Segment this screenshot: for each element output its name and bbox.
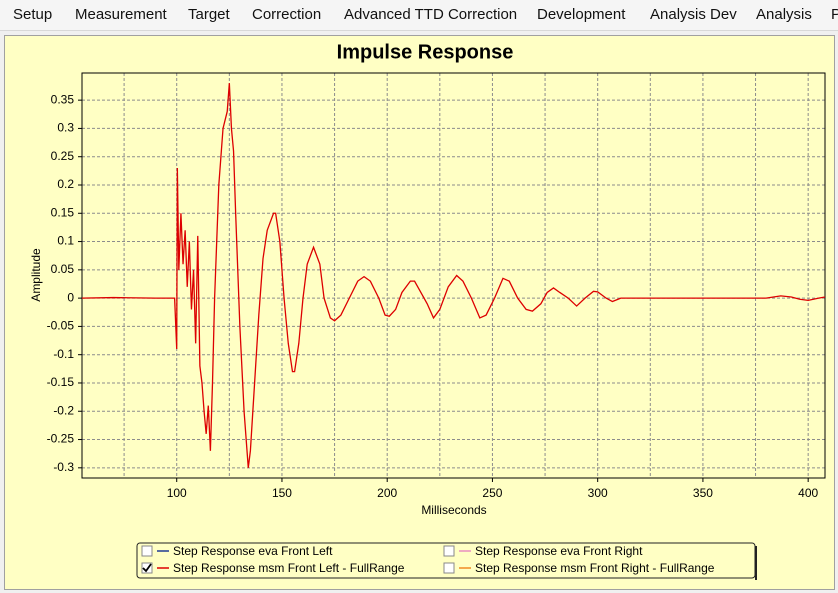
y-tick-label: -0.1 xyxy=(53,347,74,361)
plot-layer: 100 150 200 250 300 350 400 -0.3 -0.25 -0.2 -0.15 -… xyxy=(47,72,826,500)
x-tick-label: 400 xyxy=(798,486,818,500)
tab[interactable]: Correction xyxy=(252,6,322,23)
tab[interactable]: Development xyxy=(537,6,626,23)
x-tick-label: 350 xyxy=(693,486,713,500)
legend-checkbox[interactable] xyxy=(141,562,153,574)
x-tick-label: 100 xyxy=(167,486,187,500)
y-tick-label: -0.2 xyxy=(53,403,74,417)
tab[interactable]: Measurement xyxy=(75,6,167,23)
y-tick-label: 0.2 xyxy=(57,177,74,191)
tab[interactable]: Analysis Dev xyxy=(650,6,737,23)
legend-label: Step Response eva Front Right xyxy=(475,544,643,558)
y-tick-label: 0.3 xyxy=(57,121,74,135)
chart-panel xyxy=(4,35,835,590)
y-tick-label: -0.15 xyxy=(47,375,75,389)
y-tick-label: 0.25 xyxy=(51,149,75,163)
check-mark xyxy=(142,563,152,573)
tab[interactable]: P xyxy=(831,6,838,23)
y-tick-label: -0.3 xyxy=(53,460,74,474)
chart-title: Impulse Response xyxy=(337,41,514,63)
y-tick-label: 0.05 xyxy=(51,262,75,276)
legend-checkbox[interactable] xyxy=(141,545,153,557)
x-tick-label: 150 xyxy=(272,486,292,500)
y-axis-label: Amplitude xyxy=(29,248,43,302)
legend-checkbox[interactable] xyxy=(443,562,455,574)
legend-label: Step Response msm Front Right - FullRang… xyxy=(475,561,715,575)
x-axis-label: Milliseconds xyxy=(421,503,486,517)
tab[interactable]: Analysis xyxy=(756,6,812,23)
y-tick-label: 0.15 xyxy=(51,205,75,219)
tab[interactable]: Target xyxy=(188,6,230,23)
data-line xyxy=(82,83,825,468)
x-tick-label: 250 xyxy=(482,486,502,500)
legend-label: Step Response eva Front Left xyxy=(173,544,333,558)
legend-checkbox[interactable] xyxy=(443,545,455,557)
x-tick-label: 300 xyxy=(588,486,608,500)
legend-label: Step Response msm Front Left - FullRange xyxy=(173,561,405,575)
y-tick-label: 0.35 xyxy=(51,92,75,106)
y-tick-label: -0.25 xyxy=(47,432,75,446)
plot-frame xyxy=(81,72,826,479)
y-tick-label: 0 xyxy=(67,290,74,304)
x-tick-label: 200 xyxy=(377,486,397,500)
tab[interactable]: Advanced TTD Correction xyxy=(344,6,518,23)
tab[interactable]: Setup xyxy=(13,6,53,23)
tab-bar: Setup Measurement Target Correction Adva… xyxy=(0,0,838,31)
y-tick-label: 0.1 xyxy=(57,234,74,248)
y-tick-label: -0.05 xyxy=(47,319,75,333)
